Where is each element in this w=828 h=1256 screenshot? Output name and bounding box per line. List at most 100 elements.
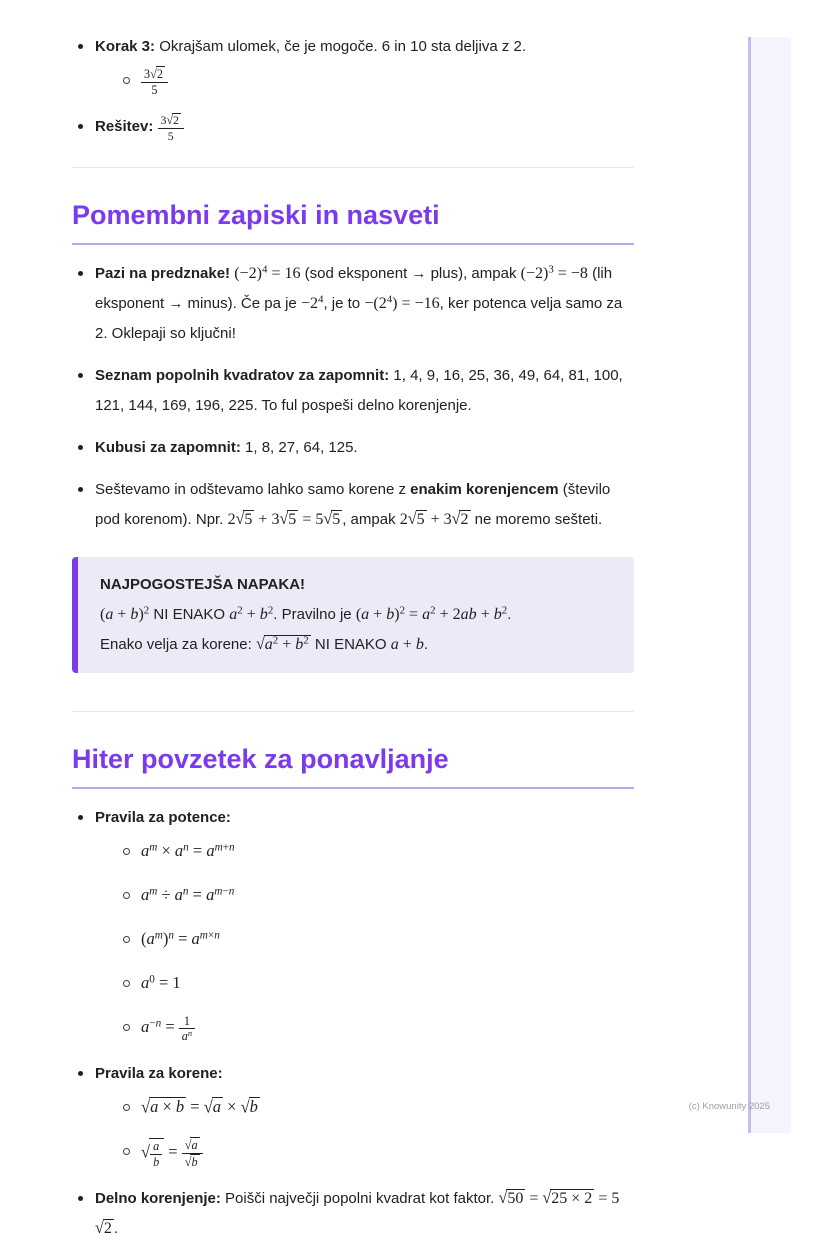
math-expression: am ÷ an = am−n xyxy=(141,884,235,904)
sqrt-radical: √b xyxy=(240,1096,260,1117)
math-expression: 2√5 + 3√5 = 5√5 xyxy=(227,509,343,529)
circle-bullet-icon xyxy=(123,1023,130,1031)
sqrt-radical: √5 xyxy=(279,509,299,529)
bullet-icon xyxy=(78,486,83,492)
bold-text: enakim korenjencem xyxy=(410,480,559,498)
bold-text: Pazi na predznake! xyxy=(95,264,231,282)
circle-bullet-icon xyxy=(123,979,130,987)
sqrt-radical: √a xyxy=(184,1137,200,1153)
document-content: Korak 3: Okrajšam ulomek, če je mogoče. … xyxy=(72,32,634,1256)
sqrt-radical: √a2 + b2 xyxy=(255,634,311,654)
math-expression: −(24) = −16 xyxy=(364,293,440,312)
sqrt-radical: √50 xyxy=(498,1189,526,1208)
sqrt-radical: √a × b xyxy=(141,1096,187,1117)
bullet-icon xyxy=(78,814,83,820)
bold-text: Seznam popolnih kvadratov za zapomnit: xyxy=(95,366,390,384)
sqrt-radical: √ a b xyxy=(141,1138,165,1169)
section-summary-title: Hiter povzetek za ponavljanje xyxy=(72,742,634,789)
sub-list: √a × b = √a × √b √ a b = √a √b xyxy=(119,1093,634,1169)
math-expression: (am)n = am×n xyxy=(141,928,220,948)
callout-line: Enako velja za korene: √a2 + b2 NI ENAKO… xyxy=(100,634,429,654)
bold-text: Delno korenjenje: xyxy=(95,1190,221,1208)
divider xyxy=(72,710,634,712)
bullet-icon xyxy=(78,1196,83,1202)
list-item: Seznam popolnih kvadratov za zapomnit: 1… xyxy=(72,361,634,421)
fraction: 3√2 5 xyxy=(141,66,168,97)
next-page-edge xyxy=(748,37,791,1133)
divider xyxy=(72,166,634,168)
list-item: Seštevamo in odštevamo lahko samo korene… xyxy=(72,475,634,535)
sub-list-item: (am)n = am×n xyxy=(119,925,634,954)
sub-list-item: a0 = 1 xyxy=(119,969,634,998)
fraction: √a √b xyxy=(181,1137,203,1170)
math-expression: a0 = 1 xyxy=(141,972,181,992)
circle-bullet-icon xyxy=(123,1104,130,1112)
list-item: Korak 3: Okrajšam ulomek, če je mogoče. … xyxy=(72,32,634,97)
callout-line: (a + b)2 NI ENAKO a2 + b2. Pravilno je (… xyxy=(100,604,512,623)
math-expression: −24 xyxy=(300,293,324,312)
math-expression: a2 + b2 xyxy=(229,604,274,623)
bold-text: Pravila za potence: xyxy=(95,808,231,826)
math-expression: 2√5 + 3√2 xyxy=(399,509,471,529)
list-item: Rešitev: 3√2 5 xyxy=(72,112,634,143)
sqrt-radical: √a xyxy=(203,1096,223,1117)
sub-list: am × an = am+n am ÷ an = am−n (am)n = am×n… xyxy=(119,837,634,1044)
fraction: 3√2 5 xyxy=(157,112,184,143)
math-expression: √a × b = √a × √b xyxy=(141,1096,260,1117)
section-summary: Hiter povzetek za ponavljanje Pravila za… xyxy=(72,742,634,1244)
math-expression: 3√2 5 xyxy=(141,66,168,97)
math-expression: (a + b)2 = a2 + 2ab + b2 xyxy=(355,604,508,623)
sqrt-radical: √2 xyxy=(451,509,471,529)
sqrt-radical: √5 xyxy=(407,509,427,529)
sqrt-radical: √2 xyxy=(150,66,165,82)
math-expression: a + b xyxy=(390,635,424,653)
circle-bullet-icon xyxy=(123,891,130,899)
bold-text: Rešitev: xyxy=(95,118,158,136)
notes-list: Pazi na predznake! (−2)4 = 16 (sod ekspo… xyxy=(72,259,634,535)
footer-credit: (c) Knowunity 2025 xyxy=(688,1101,770,1112)
bullet-icon xyxy=(78,44,83,49)
list-item: Pravila za korene: √a × b = √a × √b √ a b = … xyxy=(72,1059,634,1169)
section-notes: Pomembni zapiski in nasveti Pazi na pred… xyxy=(72,198,634,673)
bullet-icon xyxy=(78,1071,83,1077)
sub-list-item: √a × b = √a × √b xyxy=(119,1093,634,1122)
math-expression: (a + b)2 xyxy=(100,604,150,623)
callout-lines: (a + b)2 NI ENAKO a2 + b2. Pravilno je (… xyxy=(100,600,610,660)
math-expression: √ a b = √a √b xyxy=(141,1137,203,1169)
sub-list-item: 3√2 5 xyxy=(119,66,634,97)
sqrt-radical: √5 xyxy=(323,509,343,529)
circle-bullet-icon xyxy=(123,1148,130,1156)
fraction: 1 an xyxy=(178,1014,196,1044)
sub-list-item: am ÷ an = am−n xyxy=(119,881,634,910)
math-expression: (−2)3 = −8 xyxy=(520,263,588,282)
intro-list: Korak 3: Okrajšam ulomek, če je mogoče. … xyxy=(72,32,634,143)
list-item: Pazi na predznake! (−2)4 = 16 (sod ekspo… xyxy=(72,259,634,349)
sub-list-item: √ a b = √a √b xyxy=(119,1137,634,1169)
math-expression: 3√2 5 xyxy=(157,113,184,143)
list-item: Pravila za potence: am × an = am+n am ÷ an… xyxy=(72,803,634,1044)
sqrt-radical: √5 xyxy=(235,509,255,529)
sqrt-radical: √2 xyxy=(95,1219,114,1238)
math-expression: am × an = am+n xyxy=(141,840,235,860)
circle-bullet-icon xyxy=(123,847,130,855)
sub-list: 3√2 5 xyxy=(119,66,634,97)
mistake-callout: NAJPOGOSTEJŠA NAPAKA! (a + b)2 NI ENAKO … xyxy=(72,556,634,673)
math-expression: a−n = 1 an xyxy=(141,1014,196,1043)
sub-list-item: a−n = 1 an xyxy=(119,1013,634,1044)
sqrt-radical: √2 xyxy=(166,112,181,128)
bullet-icon xyxy=(78,124,83,130)
sqrt-radical: √b xyxy=(184,1153,200,1170)
math-expression: (−2)4 = 16 xyxy=(234,263,301,282)
circle-bullet-icon xyxy=(123,77,130,84)
circle-bullet-icon xyxy=(123,935,130,943)
bullet-icon xyxy=(78,372,83,378)
callout-title: NAJPOGOSTEJŠA NAPAKA! xyxy=(100,575,306,593)
bullet-icon xyxy=(78,270,83,276)
sqrt-radical: √25 × 2 xyxy=(542,1189,595,1208)
summary-list: Pravila za potence: am × an = am+n am ÷ an… xyxy=(72,803,634,1244)
list-item: Delno korenjenje: Poišči največji popoln… xyxy=(72,1184,634,1244)
math-expression: √a2 + b2 xyxy=(255,634,311,654)
bullet-icon xyxy=(78,444,83,450)
bold-text: Korak 3: xyxy=(95,38,156,55)
